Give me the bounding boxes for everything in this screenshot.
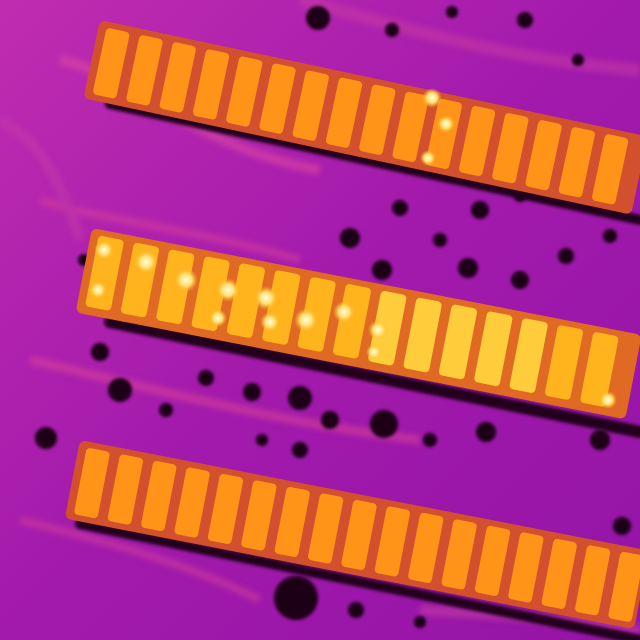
bright-hotspot-icon xyxy=(209,309,227,327)
strip-bottom xyxy=(65,441,640,629)
strip-middle xyxy=(76,229,640,419)
bright-hotspot-icon xyxy=(174,268,198,292)
bright-hotspot-icon xyxy=(333,301,355,323)
bright-hotspot-icon xyxy=(599,391,617,409)
bright-hotspot-icon xyxy=(254,286,278,310)
bright-hotspot-icon xyxy=(368,320,388,340)
cool-spots xyxy=(35,6,631,628)
bright-hotspot-icon xyxy=(260,312,280,332)
strip-shadows xyxy=(75,99,640,640)
bright-hotspot-icon xyxy=(366,344,382,360)
strip-top xyxy=(84,21,640,214)
bright-hotspot-icon xyxy=(89,281,107,299)
bright-hotspot-icon xyxy=(420,150,436,166)
bright-hotspot-icon xyxy=(216,278,240,302)
bright-hotspot-icon xyxy=(134,250,158,274)
bright-hotspot-icon xyxy=(94,240,114,260)
bright-hotspot-icon xyxy=(422,88,442,108)
hotspots xyxy=(89,88,617,409)
bright-hotspot-icon xyxy=(437,115,455,133)
bright-hotspot-icon xyxy=(294,308,318,332)
